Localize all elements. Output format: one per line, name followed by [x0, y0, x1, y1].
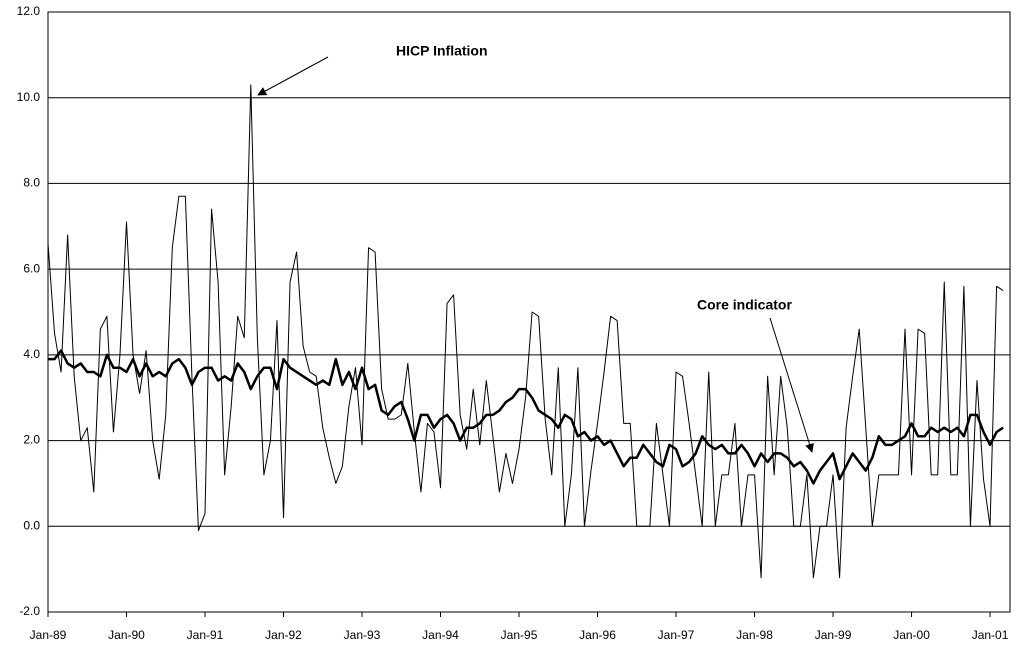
x-tick-label: Jan-90	[108, 628, 145, 642]
x-tick-label: Jan-01	[972, 628, 1009, 642]
y-tick-label: 8.0	[23, 176, 40, 190]
x-tick-label: Jan-96	[579, 628, 616, 642]
annotation-arrow	[769, 317, 814, 453]
x-tick-label: Jan-97	[658, 628, 695, 642]
y-tick-label: 0.0	[23, 518, 40, 532]
x-tick-label: Jan-89	[30, 628, 67, 642]
y-tick-label: -2.0	[19, 604, 40, 618]
annotation-arrow	[257, 56, 329, 96]
x-tick-label: Jan-91	[187, 628, 224, 642]
series-line	[48, 349, 1004, 485]
annotation: HICP Inflation	[396, 43, 488, 59]
y-tick-label: 6.0	[23, 261, 40, 275]
x-tick-label: Jan-99	[815, 628, 852, 642]
x-tick-label: Jan-94	[422, 628, 459, 642]
x-tick-label: Jan-93	[344, 628, 381, 642]
marks	[47, 84, 1004, 579]
plot-frame	[47, 11, 1011, 613]
annotation: Core indicator	[697, 297, 792, 313]
y-tick-label: 4.0	[23, 347, 40, 361]
x-tick-label: Jan-92	[265, 628, 302, 642]
series-line	[47, 84, 1004, 579]
y-tick-label: 2.0	[23, 433, 40, 447]
x-tick-label: Jan-00	[893, 628, 930, 642]
x-tick-label: Jan-98	[736, 628, 773, 642]
y-tick-label: 10.0	[17, 90, 41, 104]
x-tick-label: Jan-95	[501, 628, 538, 642]
grid	[48, 11, 1010, 613]
y-tick-label: 12.0	[17, 4, 41, 18]
